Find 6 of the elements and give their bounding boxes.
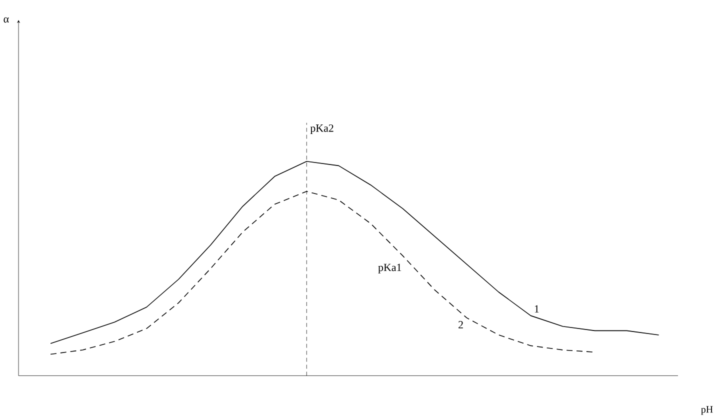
text: pKa2 <box>310 124 334 134</box>
annotation: pKa1 <box>378 264 402 274</box>
series-label: 1 <box>534 305 539 312</box>
text: α <box>4 17 9 23</box>
x-axis-title: pH <box>701 406 713 415</box>
series-label: 2 <box>458 320 463 328</box>
